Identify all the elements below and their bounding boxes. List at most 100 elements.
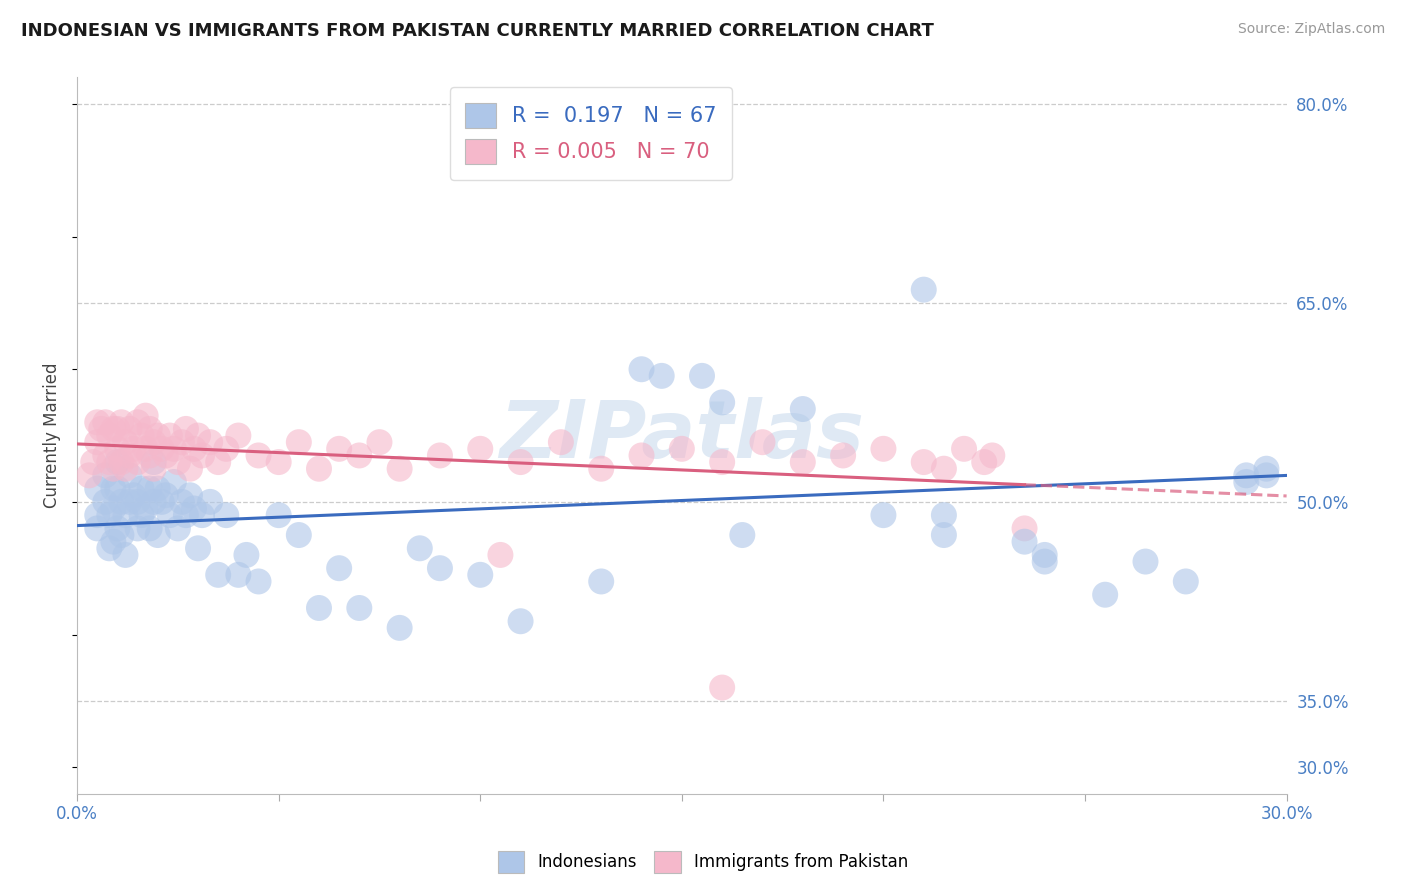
Point: [138, 482, 160, 496]
Point: [155, 449, 177, 463]
Point: [932, 508, 955, 523]
Text: Source: ZipAtlas.com: Source: ZipAtlas.com: [1237, 22, 1385, 37]
Point: [872, 508, 894, 523]
Point: [349, 449, 371, 463]
Point: [110, 528, 132, 542]
Point: [107, 455, 129, 469]
Point: [163, 442, 186, 456]
Point: [288, 435, 311, 450]
Point: [591, 461, 613, 475]
Point: [103, 422, 125, 436]
Point: [114, 548, 136, 562]
Point: [114, 435, 136, 450]
Point: [82, 455, 104, 469]
Point: [228, 567, 250, 582]
Point: [288, 528, 311, 542]
Point: [731, 528, 754, 542]
Point: [170, 495, 193, 509]
Text: INDONESIAN VS IMMIGRANTS FROM PAKISTAN CURRENTLY MARRIED CORRELATION CHART: INDONESIAN VS IMMIGRANTS FROM PAKISTAN C…: [21, 22, 934, 40]
Point: [792, 402, 814, 417]
Point: [98, 508, 121, 523]
Point: [138, 521, 160, 535]
Point: [98, 428, 121, 442]
Point: [711, 395, 734, 409]
Point: [1234, 475, 1257, 489]
Point: [163, 475, 186, 489]
Point: [103, 501, 125, 516]
Point: [215, 442, 238, 456]
Point: [349, 601, 371, 615]
Point: [86, 508, 108, 523]
Point: [103, 482, 125, 496]
Point: [207, 567, 229, 582]
Point: [1234, 468, 1257, 483]
Point: [198, 495, 221, 509]
Point: [118, 449, 141, 463]
Point: [388, 461, 411, 475]
Point: [122, 442, 145, 456]
Point: [630, 449, 652, 463]
Point: [170, 435, 193, 450]
Point: [107, 422, 129, 436]
Point: [832, 449, 855, 463]
Point: [711, 455, 734, 469]
Point: [94, 415, 117, 429]
Point: [792, 455, 814, 469]
Point: [94, 449, 117, 463]
Point: [142, 435, 165, 450]
Point: [932, 528, 955, 542]
Point: [155, 488, 177, 502]
Point: [150, 495, 173, 509]
Legend: Indonesians, Immigrants from Pakistan: Indonesians, Immigrants from Pakistan: [491, 845, 915, 880]
Point: [86, 415, 108, 429]
Point: [973, 455, 995, 469]
Point: [127, 415, 149, 429]
Point: [1014, 534, 1036, 549]
Point: [118, 468, 141, 483]
Point: [167, 521, 190, 535]
Point: [122, 488, 145, 502]
Point: [135, 442, 157, 456]
Point: [150, 442, 173, 456]
Point: [191, 508, 214, 523]
Point: [86, 435, 108, 450]
Point: [429, 449, 451, 463]
Point: [368, 435, 391, 450]
Point: [308, 601, 330, 615]
Point: [912, 455, 935, 469]
Point: [247, 449, 270, 463]
Point: [110, 495, 132, 509]
Point: [207, 455, 229, 469]
Point: [953, 442, 976, 456]
Point: [127, 455, 149, 469]
Point: [198, 435, 221, 450]
Point: [107, 442, 129, 456]
Point: [591, 574, 613, 589]
Point: [183, 501, 205, 516]
Point: [228, 428, 250, 442]
Point: [191, 449, 214, 463]
Point: [751, 435, 773, 450]
Point: [179, 461, 201, 475]
Point: [671, 442, 693, 456]
Point: [328, 561, 350, 575]
Point: [215, 508, 238, 523]
Point: [409, 541, 432, 556]
Point: [86, 482, 108, 496]
Point: [146, 482, 169, 496]
Point: [94, 495, 117, 509]
Point: [98, 541, 121, 556]
Point: [90, 422, 112, 436]
Point: [103, 534, 125, 549]
Point: [489, 548, 512, 562]
Point: [142, 495, 165, 509]
Point: [167, 455, 190, 469]
Point: [187, 541, 209, 556]
Point: [131, 508, 153, 523]
Point: [135, 409, 157, 423]
Point: [630, 362, 652, 376]
Point: [1094, 588, 1116, 602]
Point: [77, 468, 100, 483]
Point: [388, 621, 411, 635]
Point: [470, 567, 492, 582]
